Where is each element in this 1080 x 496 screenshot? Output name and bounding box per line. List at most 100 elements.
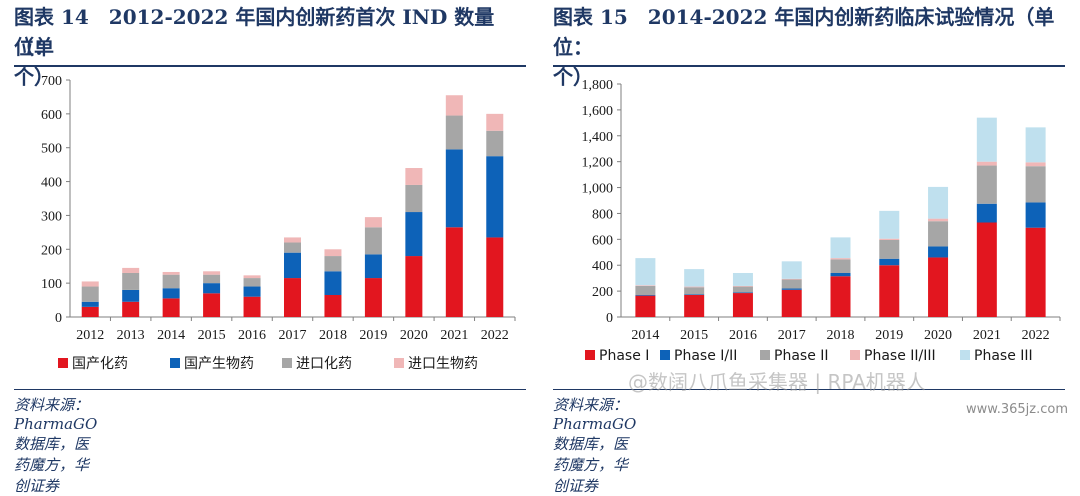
y-tick-label: 1,200 <box>582 156 614 171</box>
bar-segment-5 <box>1025 127 1046 163</box>
bar-segment-3 <box>122 272 140 290</box>
bar-segment-2 <box>324 271 342 295</box>
y-tick-label: 0 <box>55 311 62 326</box>
bar-segment-2 <box>486 156 504 238</box>
watermark-text: @数阔八爪鱼采集器 | RPA机器人 <box>628 370 926 394</box>
bar-segment-2 <box>1025 202 1046 228</box>
bar-segment-4 <box>486 113 504 131</box>
bar-segment-1 <box>81 306 99 317</box>
y-tick-label: 1,600 <box>582 104 614 119</box>
x-tick-label: 2018 <box>827 328 855 343</box>
bar-segment-4 <box>781 278 802 280</box>
bar-segment-1 <box>324 294 342 317</box>
bar-segment-4 <box>732 285 753 287</box>
figure-15-source: 资料来源：PharmaGO 数据库，医药魔方，华创证券 <box>553 396 637 495</box>
legend-label: 国产生物药 <box>184 356 254 372</box>
figure-14-bottom-rule <box>14 389 526 390</box>
bar-segment-2 <box>781 288 802 290</box>
bar-segment-2 <box>928 246 949 258</box>
figure-15-title-line2: 位：个） <box>553 35 593 89</box>
bar-segment-1 <box>445 227 463 317</box>
x-tick-label: 2013 <box>117 328 145 343</box>
chart-clinical-trials: 0 200 400 600 800 1,000 1,200 1,400 1,600 1,800 20… <box>582 78 1061 364</box>
bar-segment-5 <box>928 186 949 219</box>
bar-segment-5 <box>976 117 997 162</box>
legend-swatch <box>282 358 292 368</box>
y-tick-label: 300 <box>41 209 62 224</box>
figure-14-top-rule <box>14 65 526 67</box>
legend-swatch <box>394 358 404 368</box>
figure-14-title-line1: 图表 14 2012-2022 年国内创新药首次 IND 数量（单 <box>14 5 495 59</box>
bar-segment-1 <box>830 276 851 317</box>
bar-segment-3 <box>324 256 342 272</box>
x-tick-label: 2019 <box>875 328 903 343</box>
bar-segment-2 <box>122 289 140 302</box>
legend-item: 进口化药 <box>282 356 352 372</box>
bar-segment-2 <box>732 292 753 294</box>
bar-segment-1 <box>732 293 753 317</box>
x-tick-label: 2019 <box>359 328 387 343</box>
bar-segment-2 <box>879 258 900 266</box>
bar-segment-3 <box>162 274 180 289</box>
figure-15-top-rule <box>553 65 1065 67</box>
x-tick-label: 2017 <box>778 328 806 343</box>
legend-label: 进口生物药 <box>408 356 478 372</box>
bar-segment-1 <box>486 237 504 317</box>
bar-segment-2 <box>405 212 423 257</box>
bar-segment-4 <box>928 218 949 222</box>
figure-14-title-line2: 位：个） <box>14 35 54 89</box>
bar-segment-2 <box>684 294 705 295</box>
bar-segment-4 <box>830 258 851 260</box>
legend-label: Phase II <box>774 348 829 364</box>
bar-segment-3 <box>635 285 656 295</box>
y-tick-label: 100 <box>41 277 62 292</box>
bar-segment-3 <box>976 165 997 204</box>
bar-segment-2 <box>976 203 997 223</box>
bar-segment-4 <box>162 271 180 275</box>
bar-segment-4 <box>364 217 382 228</box>
bar-segment-4 <box>879 238 900 240</box>
bar-segment-3 <box>486 130 504 157</box>
legend-item: Phase II <box>760 348 829 364</box>
y-tick-label: 600 <box>592 233 613 248</box>
bar-segment-2 <box>162 288 180 299</box>
bar-segment-4 <box>81 281 99 287</box>
bar-segment-1 <box>976 222 997 317</box>
x-tick-label: 2014 <box>157 328 185 343</box>
legend-swatch <box>850 350 860 360</box>
legend-label: Phase I <box>599 348 649 364</box>
figure-15-bottom-rule <box>553 389 1065 390</box>
bar-segment-4 <box>635 285 656 286</box>
bar-segment-3 <box>284 242 301 253</box>
x-tick-label: 2015 <box>680 328 708 343</box>
x-tick-label: 2018 <box>319 328 347 343</box>
bar-segment-5 <box>781 261 802 279</box>
bar-segment-2 <box>830 272 851 277</box>
y-tick-label: 600 <box>41 108 62 123</box>
x-tick-label: 2021 <box>973 328 1001 343</box>
bar-segment-2 <box>364 254 382 279</box>
bar-segment-3 <box>781 279 802 289</box>
bar-segment-5 <box>830 237 851 259</box>
bar-segment-2 <box>635 294 656 296</box>
bar-segment-1 <box>284 278 301 317</box>
legend-swatch <box>960 350 970 360</box>
legend-label: Phase II/III <box>864 348 936 364</box>
bar-segment-2 <box>284 252 301 279</box>
y-tick-label: 500 <box>41 142 62 157</box>
y-tick-label: 400 <box>592 259 613 274</box>
x-tick-label: 2016 <box>238 328 266 343</box>
bar-segment-1 <box>928 257 949 317</box>
legend-item: Phase I/II <box>660 348 737 364</box>
bar-segment-1 <box>203 293 221 317</box>
bar-segment-2 <box>445 149 463 228</box>
bar-segment-4 <box>243 275 261 279</box>
site-watermark: www.365jz.com <box>966 402 1068 417</box>
bar-segment-1 <box>364 278 382 317</box>
legend-label: 进口化药 <box>296 356 352 372</box>
bar-segment-5 <box>684 269 705 287</box>
y-tick-label: 1,800 <box>582 78 614 93</box>
bar-segment-4 <box>445 95 463 116</box>
bar-segment-5 <box>635 258 656 286</box>
bar-segment-3 <box>203 274 221 284</box>
